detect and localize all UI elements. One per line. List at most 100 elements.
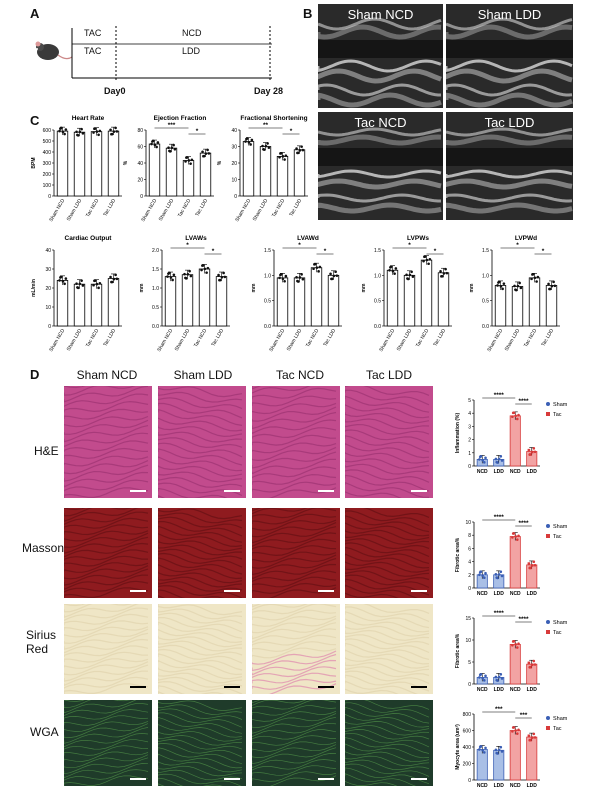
tissue-fiber xyxy=(345,625,430,637)
y-tick-label: 0.0 xyxy=(264,324,271,330)
category-label: Tac NCD xyxy=(85,198,100,219)
bar xyxy=(242,141,255,197)
data-point xyxy=(267,146,271,149)
y-tick-label: 600 xyxy=(463,729,472,735)
tissue-fiber xyxy=(345,463,430,475)
tissue-fiber xyxy=(158,612,243,625)
tissue-fiber xyxy=(252,683,337,694)
data-point xyxy=(511,411,515,415)
data-point xyxy=(168,149,171,153)
chart-title: Cardiac Output xyxy=(65,235,113,242)
data-point xyxy=(75,282,78,285)
y-axis-label: % xyxy=(123,160,129,165)
data-point xyxy=(245,137,248,141)
data-point xyxy=(511,640,515,643)
timeline-row1-diet: NCD xyxy=(182,28,202,38)
tissue-fiber xyxy=(252,710,337,722)
category-label: Sham NCD xyxy=(48,328,66,353)
data-point xyxy=(80,127,83,131)
tissue-fiber xyxy=(158,580,243,592)
timeline-row2-label: TAC xyxy=(84,46,102,56)
y-tick-label: 0 xyxy=(48,194,51,200)
data-point xyxy=(114,273,117,277)
data-point xyxy=(478,570,482,574)
tissue-fiber xyxy=(345,592,399,598)
col-label-sham-ldd: Sham LDD xyxy=(173,368,233,382)
y-tick-label: 2 xyxy=(468,573,471,579)
data-point xyxy=(170,146,174,150)
data-point xyxy=(442,272,446,275)
tissue-fiber xyxy=(158,557,243,575)
data-point xyxy=(389,266,392,269)
tissue-fiber xyxy=(252,678,337,690)
tissue-fiber xyxy=(345,629,430,641)
tissue-fiber xyxy=(252,551,337,563)
tissue-fiber xyxy=(158,735,243,746)
tissue-fiber xyxy=(345,474,430,492)
data-point xyxy=(172,273,176,277)
tissue-texture xyxy=(345,700,430,786)
data-point xyxy=(481,748,484,752)
data-point xyxy=(497,748,501,752)
tissue-fiber xyxy=(345,574,430,589)
y-tick-label: 10 xyxy=(231,178,237,184)
tissue-fiber xyxy=(64,447,149,459)
y-tick-label: 0.5 xyxy=(374,299,381,305)
tissue-fiber xyxy=(252,582,337,594)
bar xyxy=(437,272,450,327)
data-point xyxy=(112,277,116,281)
data-point xyxy=(517,413,520,417)
data-point xyxy=(515,417,519,421)
tissue-fiber xyxy=(64,645,149,657)
data-point xyxy=(439,269,442,273)
y-tick-label: 10 xyxy=(465,638,471,644)
data-point xyxy=(514,414,517,418)
data-point xyxy=(481,458,484,462)
tissue-fiber xyxy=(345,706,430,724)
data-point xyxy=(172,143,175,147)
echo-wave xyxy=(318,134,442,146)
tissue-fiber xyxy=(64,723,149,738)
tissue-fiber xyxy=(345,737,430,754)
category-label: NCD xyxy=(477,469,488,475)
tissue-fiber xyxy=(64,700,131,708)
data-point xyxy=(166,275,169,278)
y-tick-label: 0 xyxy=(234,194,237,200)
tissue-fiber xyxy=(345,529,430,541)
bar xyxy=(509,536,521,589)
tissue-fiber xyxy=(64,555,148,567)
tissue-fiber xyxy=(252,741,337,752)
tissue-fiber xyxy=(252,615,337,627)
category-label: Tac LDD xyxy=(432,328,447,348)
data-point xyxy=(427,262,430,266)
tissue-fiber xyxy=(252,508,308,515)
data-point xyxy=(530,736,534,739)
tissue-fiber xyxy=(64,517,149,530)
tissue-fiber xyxy=(64,700,137,714)
bar xyxy=(165,147,178,197)
data-point xyxy=(423,255,426,259)
chart-title: Heart Rate xyxy=(72,115,105,122)
tissue-fiber xyxy=(64,763,149,779)
tissue-fiber xyxy=(345,729,430,740)
scale-bar xyxy=(224,490,240,492)
data-point xyxy=(440,275,443,278)
scale-bar xyxy=(318,686,334,688)
tissue-fiber xyxy=(158,640,243,652)
tissue-fiber xyxy=(345,713,430,728)
y-tick-label: 0.0 xyxy=(482,324,489,330)
data-point xyxy=(173,148,177,151)
chart-title: LVPWd xyxy=(515,235,537,242)
data-point xyxy=(97,133,100,137)
data-point xyxy=(58,279,61,282)
chart-heart-rate: Heart Rate 0 100 200 300 400 500 600 BPM Sham NCD… xyxy=(31,115,122,223)
data-point xyxy=(61,280,65,283)
data-point xyxy=(202,154,205,158)
data-point xyxy=(58,129,61,133)
tissue-fiber xyxy=(345,542,430,558)
data-point xyxy=(482,576,486,580)
tissue-fiber xyxy=(345,553,430,569)
tissue-fiber xyxy=(158,532,243,548)
histology-wga-3 xyxy=(345,700,433,786)
